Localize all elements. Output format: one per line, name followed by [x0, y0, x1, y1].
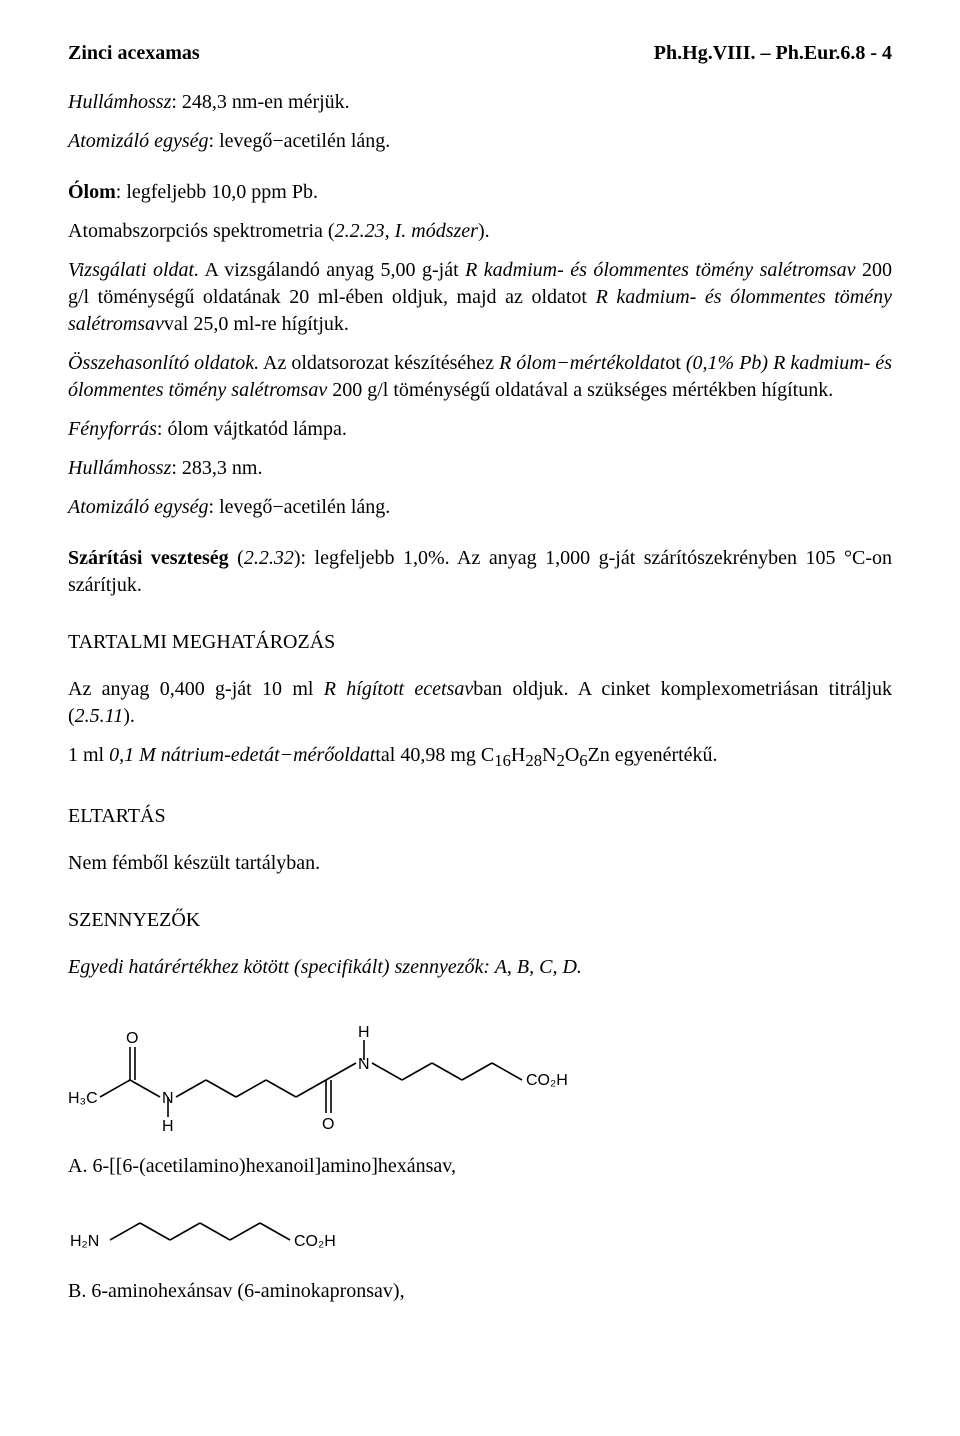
svg-text:H: H	[358, 1024, 370, 1041]
svg-text:H: H	[162, 1118, 174, 1135]
impurity-a-label: A. 6-[[6-(acetilamino)hexanoil]amino]hex…	[68, 1153, 892, 1180]
lead-limit: Ólom: legfeljebb 10,0 ppm Pb.	[68, 179, 892, 206]
svg-text:N: N	[162, 1090, 174, 1107]
header-left: Zinci acexamas	[68, 40, 200, 67]
section-storage: ELTARTÁS	[68, 803, 892, 830]
svg-text:N: N	[358, 1056, 370, 1073]
svg-text:H₃C: H₃C	[68, 1090, 98, 1107]
svg-text:H₂N: H₂N	[70, 1233, 99, 1250]
svg-text:O: O	[322, 1116, 334, 1133]
storage-text: Nem fémből készült tartályban.	[68, 850, 892, 877]
atomizing-unit-2: Atomizáló egység: levegő−acetilén láng.	[68, 494, 892, 521]
structure-a: H₃C O N H N H O CO₂H	[68, 1005, 892, 1143]
structure-b-svg: H₂N CO₂H	[68, 1200, 388, 1260]
svg-text:CO₂H: CO₂H	[294, 1233, 336, 1250]
impurities-list: Egyedi határértékhez kötött (specifikált…	[68, 954, 892, 981]
test-solution: Vizsgálati oldat. A vizsgálandó anyag 5,…	[68, 257, 892, 338]
wavelength-1: Hullámhossz: 248,3 nm-en mérjük.	[68, 89, 892, 116]
page-header: Zinci acexamas Ph.Hg.VIII. – Ph.Eur.6.8 …	[68, 40, 892, 67]
svg-text:O: O	[126, 1030, 138, 1047]
wavelength-2: Hullámhossz: 283,3 nm.	[68, 455, 892, 482]
reference-solutions: Összehasonlító oldatok. Az oldatsorozat …	[68, 350, 892, 404]
atomizing-unit-1: Atomizáló egység: levegő−acetilén láng.	[68, 128, 892, 155]
structure-b: H₂N CO₂H	[68, 1200, 892, 1268]
header-right: Ph.Hg.VIII. – Ph.Eur.6.8 - 4	[654, 40, 892, 67]
atom-absorption: Atomabszorpciós spektrometria (2.2.23, I…	[68, 218, 892, 245]
svg-text:CO₂H: CO₂H	[526, 1072, 568, 1089]
light-source: Fényforrás: ólom vájtkatód lámpa.	[68, 416, 892, 443]
impurity-b-label: B. 6-aminohexánsav (6-aminokapronsav),	[68, 1278, 892, 1305]
drying-loss: Szárítási veszteség (2.2.32): legfeljebb…	[68, 545, 892, 599]
equivalence: 1 ml 0,1 M nátrium-edetát−mérőoldattal 4…	[68, 742, 892, 773]
structure-a-svg: H₃C O N H N H O CO₂H	[68, 1005, 608, 1135]
section-impurities: SZENNYEZŐK	[68, 907, 892, 934]
assay-text: Az anyag 0,400 g-ját 10 ml R hígított ec…	[68, 676, 892, 730]
section-assay: TARTALMI MEGHATÁROZÁS	[68, 629, 892, 656]
